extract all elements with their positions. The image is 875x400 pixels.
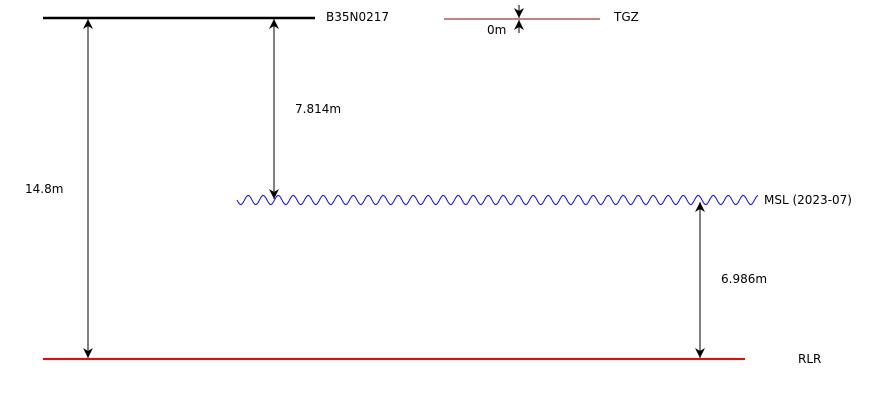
msl-label: MSL (2023-07): [764, 193, 852, 207]
benchmark-to-rlr-label: 14.8m: [25, 182, 64, 196]
rlr-label: RLR: [798, 352, 822, 366]
benchmark-label: B35N0217: [326, 10, 390, 24]
tgz-offset-label: 0m: [487, 23, 507, 37]
benchmark-to-msl-label: 7.814m: [295, 102, 342, 116]
msl-wave-line: [236, 195, 759, 205]
tgz-label: TGZ: [614, 10, 639, 24]
msl-to-rlr-label: 6.986m: [721, 272, 768, 286]
